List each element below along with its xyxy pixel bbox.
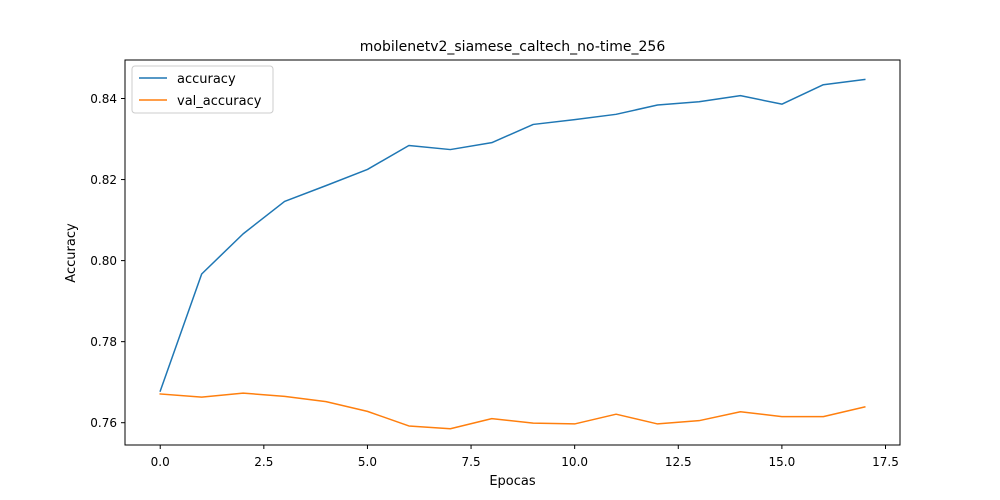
legend-box: [131, 65, 274, 114]
x-tick-label: 0.0: [151, 455, 170, 469]
x-tick-label: 17.5: [872, 455, 899, 469]
legend-label-val-accuracy: val_accuracy: [177, 94, 262, 109]
x-tick-label: 2.5: [254, 455, 273, 469]
x-tick-label: 5.0: [358, 455, 377, 469]
plot-area: 0.0 2.5 5.0 7.5 10.0 12.5 15.0 17.5 0.76 0.78 0.80…: [90, 59, 901, 469]
y-tick-label: 0.82: [90, 173, 117, 187]
y-axis-label: Accuracy: [64, 223, 79, 283]
series-line-accuracy: [159, 78, 866, 393]
x-tick-label: 15.0: [769, 455, 796, 469]
series-line-val-accuracy: [159, 392, 866, 430]
y-tick-label: 0.78: [90, 335, 117, 349]
chart-title: mobilenetv2_siamese_caltech_no-time_256: [360, 39, 666, 55]
y-tick-label: 0.80: [90, 254, 117, 268]
x-axis-label: Epocas: [489, 474, 536, 489]
x-tick-label: 12.5: [665, 455, 692, 469]
y-tick-label: 0.84: [90, 92, 117, 106]
x-tick-label: 7.5: [462, 455, 481, 469]
x-tick-label: 10.0: [561, 455, 588, 469]
axes-frame: [124, 59, 901, 446]
y-tick-label: 0.76: [90, 416, 117, 430]
legend-label-accuracy: accuracy: [177, 72, 236, 87]
